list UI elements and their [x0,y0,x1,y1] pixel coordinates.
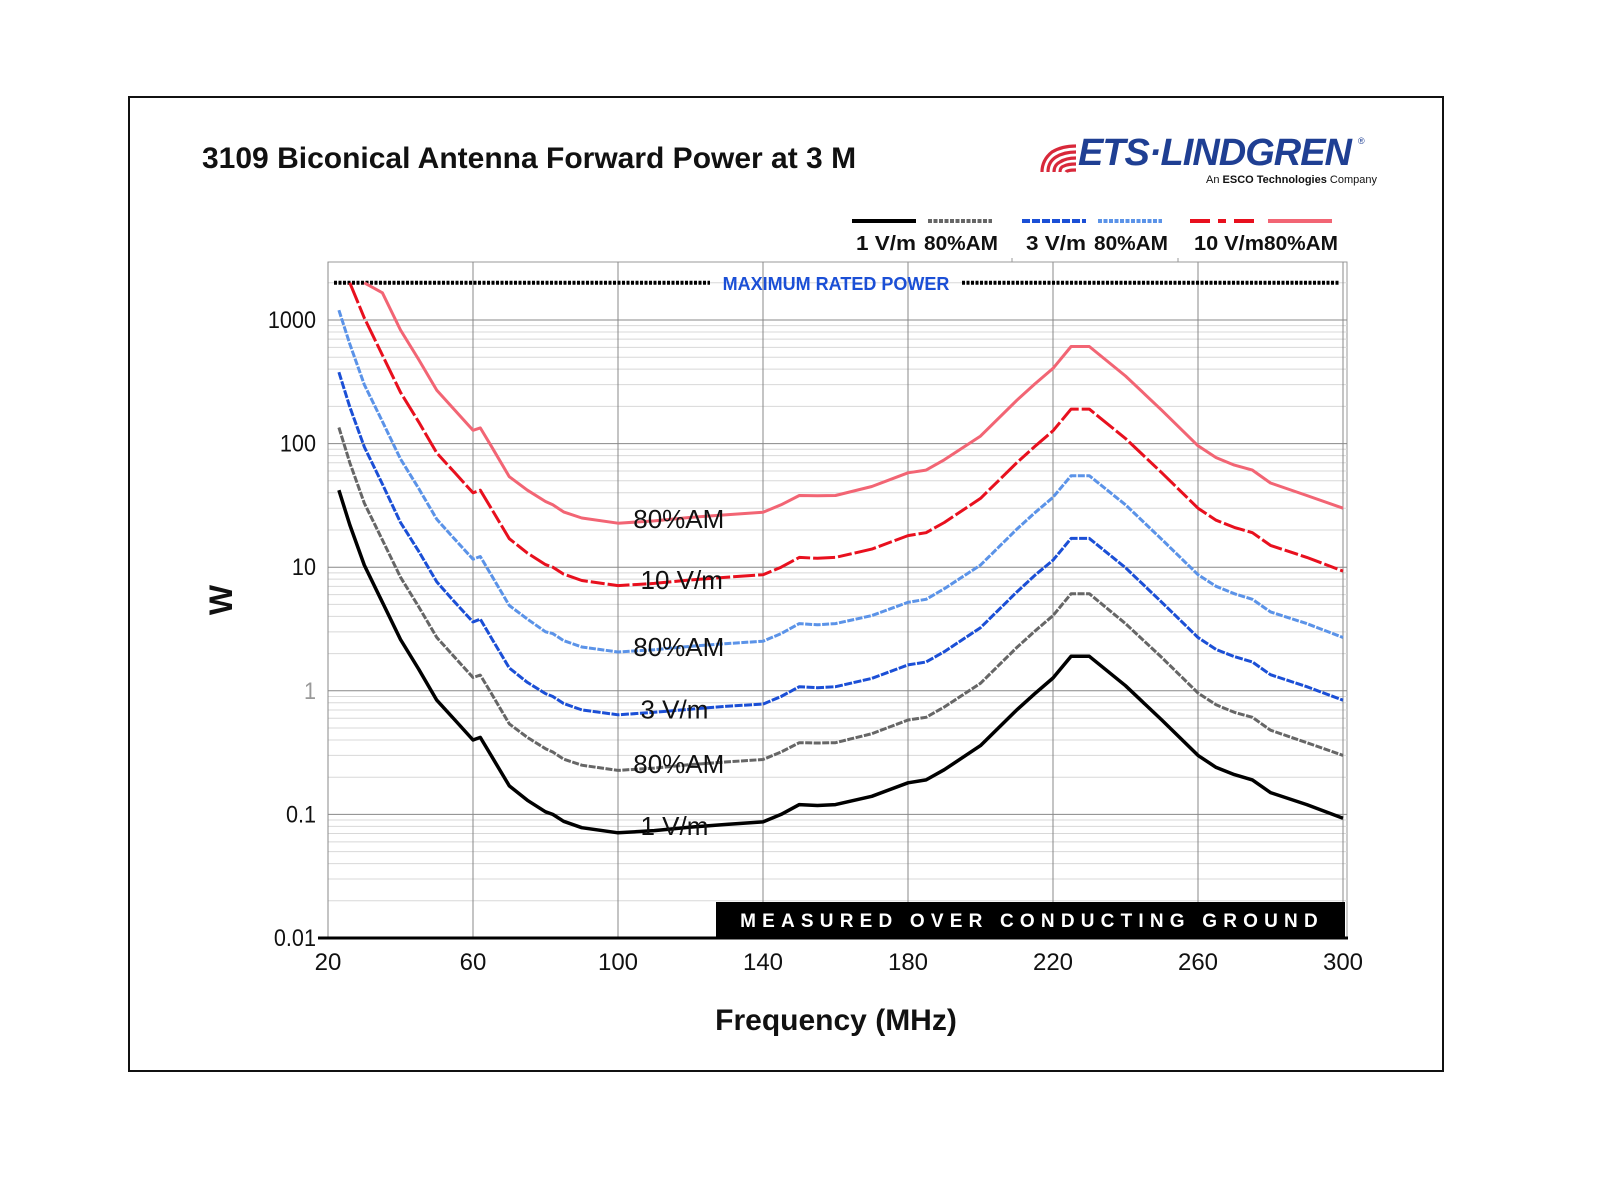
minor-gridlines [328,282,1347,902]
curve-annotation: 80%AM [633,632,724,662]
y-tick-label: 1 [304,677,316,704]
y-tick-label: 0.01 [274,924,316,951]
y-axis-title: W [203,584,239,615]
x-tick-label: 260 [1178,949,1218,976]
y-tick-label: 100 [280,430,316,457]
series-line [337,371,1344,717]
legend-label: 1 V/m [856,233,916,255]
curve-annotation: 1 V/m [641,811,709,841]
tagline-prefix: An [1206,174,1223,186]
legend-label: 10 V/m [1194,233,1264,255]
chart-title: 3109 Biconical Antenna Forward Power at … [202,142,857,175]
series-line [337,309,1344,654]
legend-label: 80%AM [1094,233,1168,255]
registered-mark: ® [1358,136,1365,146]
x-tick-label: 140 [743,949,783,976]
chart-frame [128,96,1444,1072]
conducting-ground-banner [716,902,1345,938]
x-tick-label: 300 [1323,949,1363,976]
max-rated-power-label: MAXIMUM RATED POWER [723,274,950,294]
x-axis-title: Frequency (MHz) [715,1004,957,1037]
legend-label: 3 V/m [1026,233,1086,255]
x-tick-label: 60 [460,949,487,976]
tagline-suffix: Company [1326,174,1377,186]
y-tick-label: 10 [292,553,316,580]
conducting-ground-label: MEASURED OVER CONDUCTING GROUND [740,911,1324,932]
curve-annotation: 80%AM [633,749,724,779]
signal-waves-icon [1040,144,1077,173]
x-tick-label: 20 [315,949,342,976]
plot-area [327,261,1348,939]
y-tick-label: 0.1 [286,800,316,827]
logo-tagline: An ESCO Technologies Company [1206,174,1377,186]
series-line [337,427,1344,772]
legend-label: 80%AM [924,233,998,255]
series-line [348,282,1344,588]
tagline-bold: ESCO Technologies [1222,174,1327,186]
y-tick-label: 1000 [268,306,316,333]
series-line [337,489,1344,835]
legend-label: 80%AM [1264,233,1338,255]
curve-annotation: 10 V/m [641,565,723,595]
x-tick-label: 220 [1033,949,1073,976]
x-tick-label: 100 [598,949,638,976]
x-tick-label: 180 [888,949,928,976]
company-logo: ETS·LINDGREN ® An ESCO Technologies Comp… [1036,132,1377,192]
major-gridlines [327,262,1347,939]
curve-annotation: 3 V/m [641,694,709,724]
series-group [337,281,1344,835]
series-line [363,281,1344,525]
logo-wordmark: ETS·LINDGREN [1078,132,1352,174]
curve-annotation: 80%AM [633,504,724,534]
